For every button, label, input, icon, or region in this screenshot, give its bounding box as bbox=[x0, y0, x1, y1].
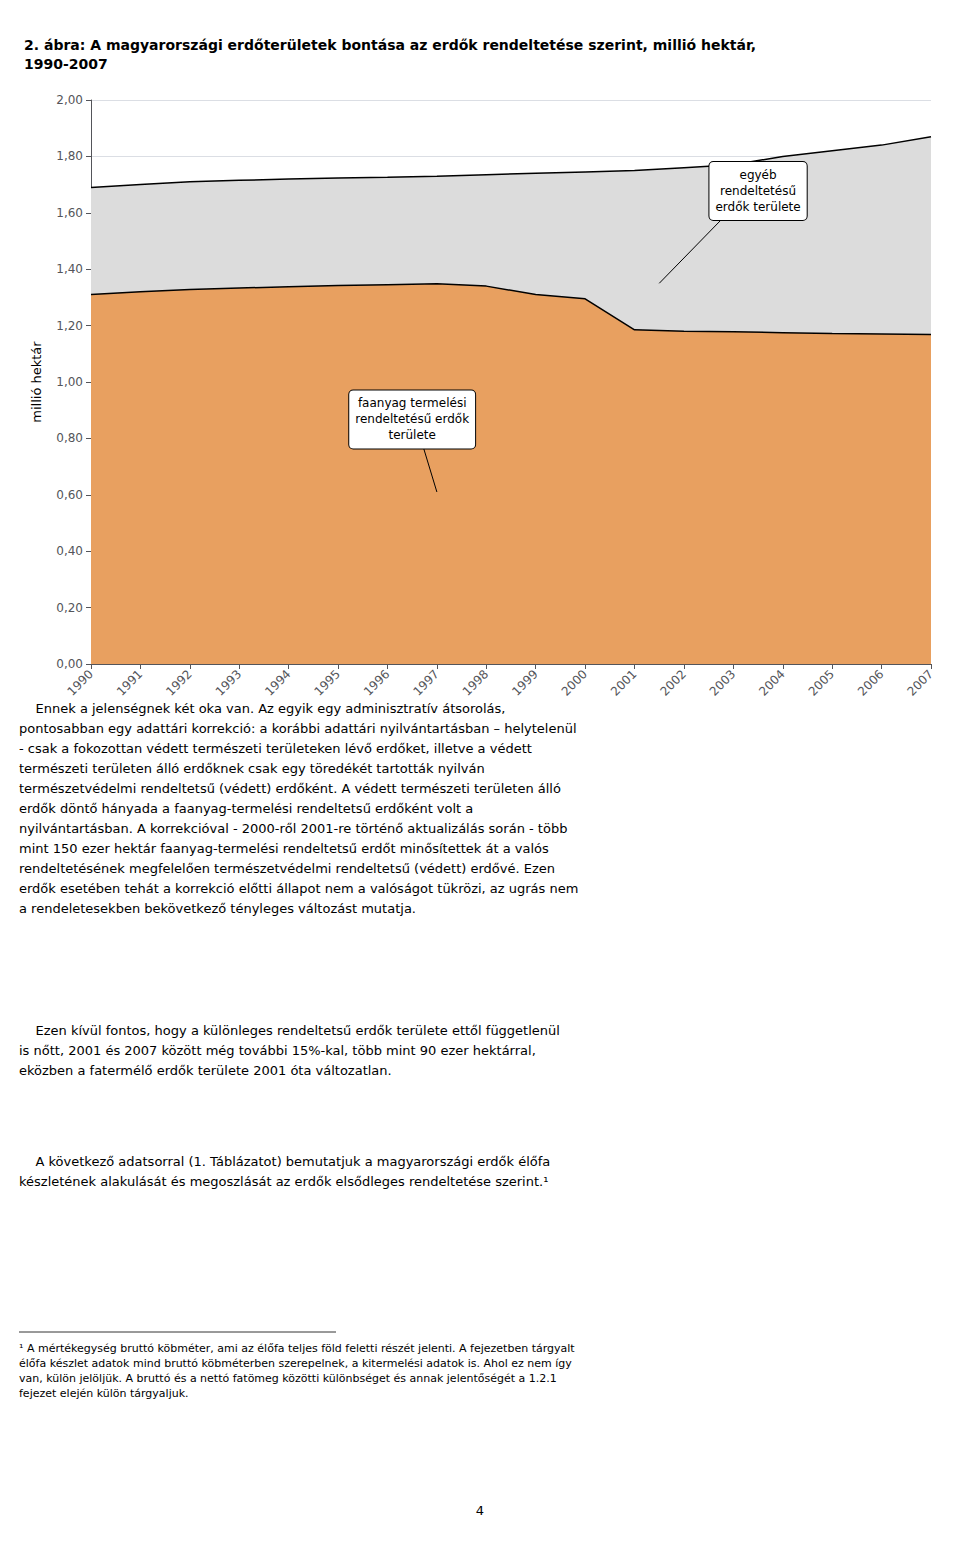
svg-text:2,00: 2,00 bbox=[56, 93, 83, 107]
svg-text:is nőtt, 2001 és 2007 között m: is nőtt, 2001 és 2007 között még további… bbox=[19, 1043, 536, 1058]
svg-text:eközben a fatermélő erdők terü: eközben a fatermélő erdők területe 2001 … bbox=[19, 1063, 392, 1078]
svg-text:2006: 2006 bbox=[855, 667, 886, 698]
svg-text:1998: 1998 bbox=[460, 667, 491, 698]
svg-text:területe: területe bbox=[388, 428, 435, 442]
svg-text:0,60: 0,60 bbox=[56, 488, 83, 502]
svg-text:készletének alakulását és mego: készletének alakulását és megoszlását az… bbox=[19, 1174, 548, 1189]
svg-text:1994: 1994 bbox=[262, 667, 293, 698]
svg-text:0,00: 0,00 bbox=[56, 657, 83, 671]
svg-text:rendeltetésű: rendeltetésű bbox=[720, 184, 796, 198]
svg-text:1990-2007: 1990-2007 bbox=[24, 56, 108, 72]
svg-text:egyéb: egyéb bbox=[740, 168, 777, 182]
svg-text:2000: 2000 bbox=[559, 667, 590, 698]
svg-text:van, külön jelöljük. A bruttó: van, külön jelöljük. A bruttó és a nettó… bbox=[19, 1372, 557, 1385]
svg-text:pontosabban egy adattári korre: pontosabban egy adattári korrekció: a ko… bbox=[19, 721, 577, 736]
svg-text:Ezen kívül fontos, hogy a külö: Ezen kívül fontos, hogy a különleges ren… bbox=[19, 1023, 560, 1038]
svg-text:1992: 1992 bbox=[163, 667, 194, 698]
svg-text:a rendeletesekben bekövetkező: a rendeletesekben bekövetkező tényleges … bbox=[19, 901, 416, 916]
svg-text:természetvédelmi rendeltetsű (: természetvédelmi rendeltetsű (védett) er… bbox=[19, 781, 561, 796]
svg-text:1996: 1996 bbox=[361, 667, 392, 698]
svg-text:0,80: 0,80 bbox=[56, 431, 83, 445]
svg-text:1997: 1997 bbox=[410, 667, 441, 698]
svg-text:nyilvántartásban. A korrekcióv: nyilvántartásban. A korrekcióval - 2000-… bbox=[19, 821, 567, 836]
svg-text:2005: 2005 bbox=[806, 667, 837, 698]
svg-text:rendeltetésének megfelelően te: rendeltetésének megfelelően természetvéd… bbox=[19, 861, 555, 876]
svg-text:2003: 2003 bbox=[707, 667, 738, 698]
svg-text:Ennek a jelenségnek két oka va: Ennek a jelenségnek két oka van. Az egyi… bbox=[19, 701, 505, 716]
svg-text:2002: 2002 bbox=[657, 667, 688, 698]
svg-text:1,80: 1,80 bbox=[56, 149, 83, 163]
svg-text:1993: 1993 bbox=[213, 667, 244, 698]
svg-text:faanyag termelési: faanyag termelési bbox=[358, 396, 467, 410]
svg-text:4: 4 bbox=[476, 1503, 484, 1518]
svg-text:0,40: 0,40 bbox=[56, 544, 83, 558]
svg-text:erdők döntő hányada a faanyag-: erdők döntő hányada a faanyag-termelési … bbox=[19, 801, 473, 816]
svg-text:mint 150 ezer hektár faanyag-t: mint 150 ezer hektár faanyag-termelési r… bbox=[19, 841, 549, 856]
svg-text:¹ A mértékegység bruttó köbmét: ¹ A mértékegység bruttó köbméter, ami az… bbox=[19, 1342, 575, 1355]
svg-text:1995: 1995 bbox=[312, 667, 343, 698]
svg-text:1,40: 1,40 bbox=[56, 262, 83, 276]
svg-text:erdők esetében tehát a korrekc: erdők esetében tehát a korrekció előtti … bbox=[19, 881, 578, 896]
svg-text:1991: 1991 bbox=[114, 667, 145, 698]
svg-text:rendeltetésű erdők: rendeltetésű erdők bbox=[355, 412, 469, 426]
svg-text:- csak a fokozottan védett ter: - csak a fokozottan védett természeti te… bbox=[19, 741, 532, 756]
svg-text:1999: 1999 bbox=[509, 667, 540, 698]
svg-text:1,20: 1,20 bbox=[56, 319, 83, 333]
svg-text:természeti területen álló erdő: természeti területen álló erdőknek csak … bbox=[19, 761, 485, 776]
svg-text:A következő adatsorral (1. Táb: A következő adatsorral (1. Táblázatot) b… bbox=[19, 1154, 550, 1169]
svg-text:1,60: 1,60 bbox=[56, 206, 83, 220]
svg-text:élőfa készlet adatok mind brut: élőfa készlet adatok mind bruttó köbméte… bbox=[19, 1357, 572, 1370]
svg-text:2004: 2004 bbox=[756, 667, 787, 698]
svg-text:0,20: 0,20 bbox=[56, 601, 83, 615]
svg-text:1990: 1990 bbox=[64, 667, 95, 698]
svg-text:1,00: 1,00 bbox=[56, 375, 83, 389]
svg-text:fejezet elején külön tárgyalju: fejezet elején külön tárgyaljuk. bbox=[19, 1387, 189, 1400]
svg-text:2007: 2007 bbox=[904, 667, 935, 698]
svg-text:2. ábra: A magyarországi erdőt: 2. ábra: A magyarországi erdőterületek b… bbox=[24, 37, 756, 53]
svg-text:millió hektár: millió hektár bbox=[29, 341, 44, 423]
svg-text:2001: 2001 bbox=[608, 667, 639, 698]
svg-text:erdők területe: erdők területe bbox=[715, 200, 800, 214]
